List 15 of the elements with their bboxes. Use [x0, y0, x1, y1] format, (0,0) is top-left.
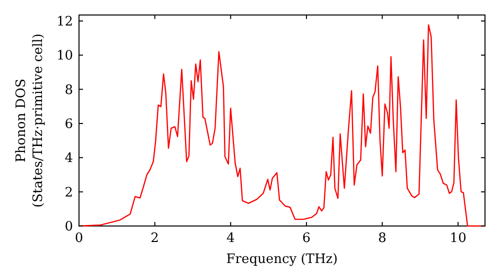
y-tick-label: 6 — [64, 116, 73, 132]
x-tick-label: 8 — [378, 231, 386, 246]
y-axis-title: Phonon DOS (States/THz·primitive cell) — [14, 33, 46, 208]
x-axis-title: Frequency (THz) — [226, 252, 338, 267]
y-tick-label: 0 — [64, 220, 73, 234]
x-tick-label: 10 — [450, 231, 466, 246]
y-tick-label: 10 — [56, 48, 73, 64]
x-tick-label: 0 — [74, 231, 84, 246]
x-tick-label: 4 — [226, 231, 235, 246]
x-tick-label: 2 — [150, 231, 159, 246]
y-tick-label: 4 — [64, 151, 73, 166]
y-tick-label: 2 — [64, 185, 73, 200]
x-tick-label: 6 — [302, 231, 311, 246]
y-tick-label: 12 — [56, 14, 73, 30]
y-tick-label: 8 — [64, 82, 73, 98]
